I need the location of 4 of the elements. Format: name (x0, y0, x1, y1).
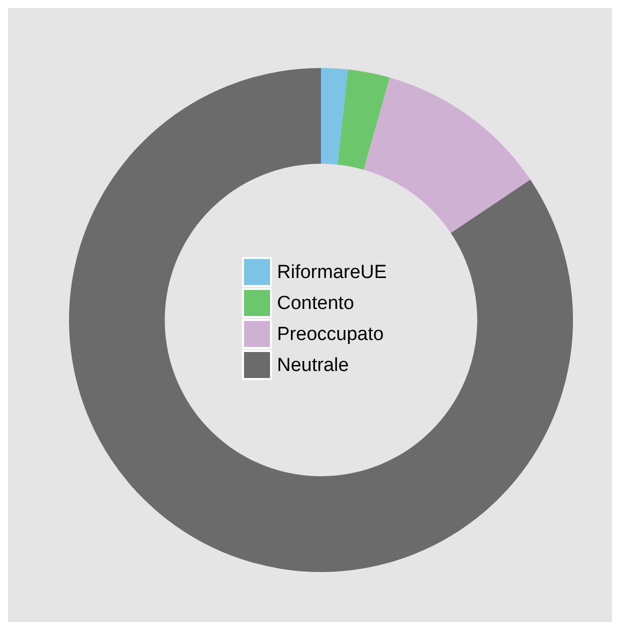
legend-label: Contento (277, 293, 354, 314)
legend-label: Neutrale (277, 355, 349, 376)
legend-label: Preoccupato (277, 324, 384, 346)
legend-label: RiformareUE (277, 262, 387, 284)
